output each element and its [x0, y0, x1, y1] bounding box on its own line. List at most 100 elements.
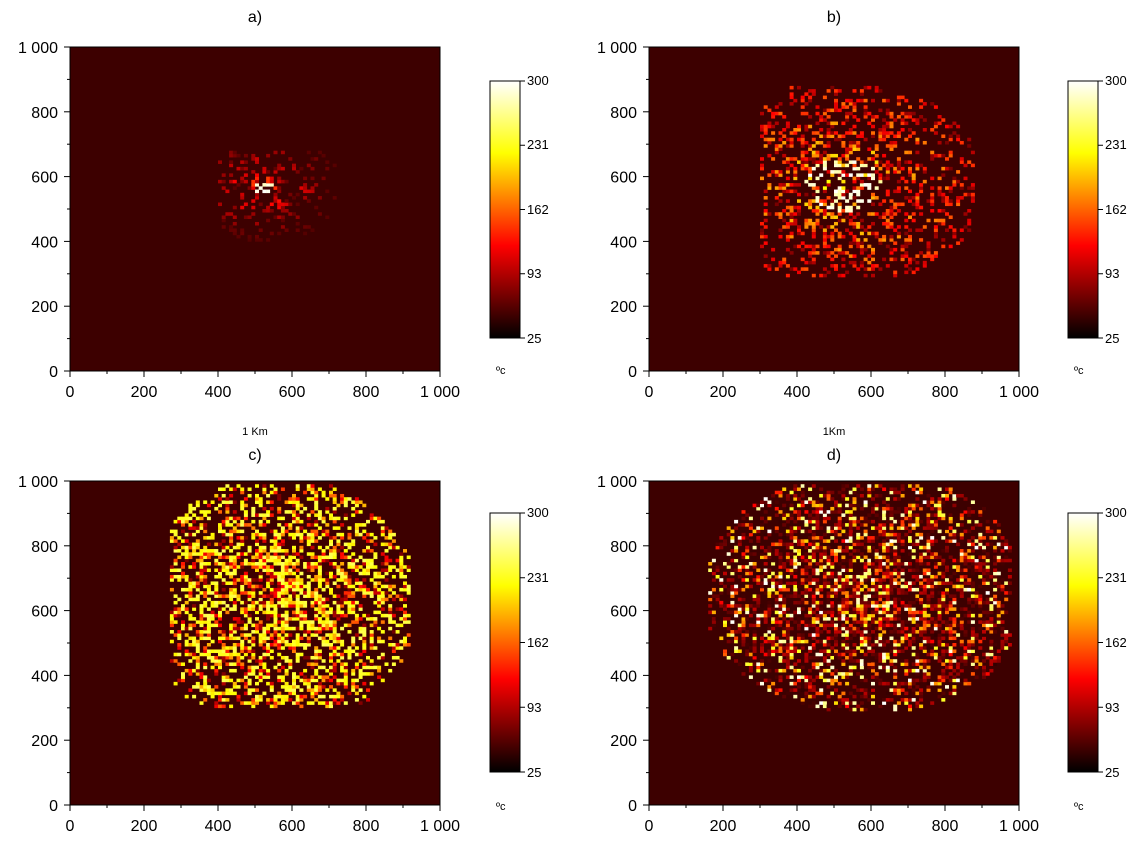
- heatmap-cell: [848, 574, 853, 579]
- heatmap-cell: [295, 562, 300, 566]
- heatmap-cell: [295, 636, 300, 641]
- heatmap-cell: [221, 500, 226, 504]
- heatmap-cell: [819, 584, 824, 589]
- heatmap-cell: [340, 698, 345, 702]
- heatmap-cell: [885, 519, 890, 524]
- heatmap-cell: [845, 672, 850, 676]
- heatmap-cell: [967, 209, 972, 213]
- heatmap-cell: [874, 565, 879, 569]
- heatmap-cell: [306, 626, 311, 631]
- heatmap-cell: [255, 189, 259, 194]
- heatmap-cell: [885, 221, 890, 226]
- heatmap-cell: [878, 89, 883, 93]
- heatmap-cell: [188, 623, 193, 628]
- heatmap-cell: [317, 623, 322, 628]
- heatmap-cell: [841, 173, 846, 177]
- heatmap-cell: [303, 675, 308, 679]
- heatmap-cell: [280, 487, 285, 492]
- heatmap-cell: [395, 594, 400, 598]
- heatmap-cell: [948, 134, 953, 139]
- heatmap-cell: [863, 584, 868, 589]
- heatmap-cell: [332, 500, 337, 504]
- heatmap-cell: [380, 529, 385, 534]
- heatmap-cell: [789, 212, 794, 216]
- heatmap-cell: [314, 503, 319, 508]
- heatmap-cell: [915, 166, 920, 171]
- heatmap-cell: [867, 545, 872, 550]
- heatmap-cell: [815, 199, 820, 203]
- heatmap-cell: [225, 562, 230, 566]
- heatmap-cell: [808, 115, 813, 119]
- heatmap-cell: [288, 558, 293, 563]
- heatmap-cell: [785, 691, 790, 696]
- heatmap-cell: [177, 536, 182, 540]
- heatmap-cell: [908, 228, 912, 232]
- heatmap-cell: [303, 594, 308, 598]
- heatmap-cell: [221, 179, 226, 184]
- heatmap-cell: [904, 519, 909, 524]
- heatmap-cell: [329, 655, 333, 660]
- heatmap-cell: [834, 131, 838, 135]
- heatmap-cell: [878, 681, 883, 686]
- heatmap-cell: [800, 134, 805, 139]
- heatmap-cell: [715, 545, 720, 550]
- heatmap-cell: [288, 643, 293, 647]
- heatmap-cell: [808, 681, 813, 686]
- heatmap-cell: [199, 555, 204, 560]
- y-tick-label: 800: [31, 539, 58, 556]
- heatmap-cell: [852, 555, 857, 560]
- heatmap-cell: [896, 633, 901, 637]
- heatmap-cell: [403, 584, 407, 589]
- heatmap-cell: [358, 607, 363, 611]
- heatmap-cell: [284, 610, 289, 615]
- heatmap-cell: [804, 623, 809, 628]
- heatmap-cell: [299, 549, 304, 553]
- heatmap-cell: [808, 565, 813, 569]
- heatmap-cell: [195, 659, 200, 663]
- heatmap-cell: [251, 536, 256, 540]
- heatmap-cell: [819, 649, 824, 654]
- heatmap-cell: [258, 549, 263, 553]
- heatmap-cell: [388, 545, 393, 550]
- heatmap-cell: [317, 510, 322, 514]
- heatmap-cell: [229, 555, 234, 560]
- heatmap-cell: [295, 685, 300, 689]
- heatmap-cell: [730, 633, 735, 637]
- heatmap-cell: [266, 568, 271, 573]
- heatmap-cell: [822, 228, 827, 232]
- heatmap-cell: [343, 600, 348, 605]
- heatmap-cell: [822, 267, 827, 271]
- heatmap-cell: [258, 536, 263, 540]
- heatmap-cell: [251, 170, 256, 174]
- heatmap-cell: [203, 630, 208, 634]
- heatmap-cell: [240, 574, 245, 579]
- heatmap-cell: [871, 630, 875, 634]
- heatmap-cell: [295, 613, 300, 618]
- heatmap-cell: [303, 630, 308, 634]
- heatmap-cell: [778, 102, 783, 106]
- heatmap-cell: [845, 646, 850, 650]
- heatmap-cell: [343, 662, 348, 666]
- heatmap-cell: [852, 102, 857, 106]
- heatmap-cell: [329, 704, 333, 709]
- heatmap-cell: [767, 639, 772, 644]
- heatmap-cell: [856, 157, 861, 161]
- heatmap-cell: [314, 574, 319, 579]
- heatmap-cell: [310, 487, 315, 492]
- heatmap-cell: [904, 620, 909, 624]
- heatmap-cell: [922, 260, 927, 265]
- heatmap-cell: [785, 620, 790, 624]
- heatmap-cell: [841, 626, 846, 631]
- heatmap-cell: [299, 539, 304, 543]
- heatmap-cell: [841, 600, 846, 605]
- heatmap-cell: [793, 620, 798, 624]
- heatmap-cell: [236, 565, 241, 569]
- heatmap-cell: [774, 600, 779, 605]
- heatmap-cell: [859, 218, 864, 223]
- heatmap-cell: [789, 649, 794, 654]
- heatmap-cell: [867, 244, 872, 249]
- heatmap-cell: [184, 516, 189, 521]
- heatmap-cell: [277, 186, 282, 190]
- heatmap-cell: [332, 163, 337, 168]
- heatmap-cell: [789, 503, 794, 508]
